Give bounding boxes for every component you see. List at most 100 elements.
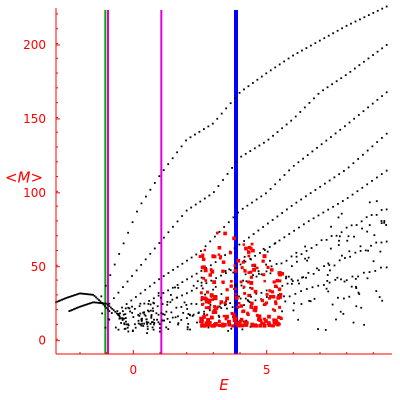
data-point [204, 245, 207, 248]
data-point [109, 274, 112, 277]
data-point [166, 303, 169, 306]
data-point [92, 301, 94, 304]
data-point [267, 138, 270, 141]
data-point [147, 309, 149, 312]
data-point [292, 164, 295, 167]
data-point [341, 27, 343, 30]
highlight-point [198, 255, 202, 258]
data-point [344, 257, 346, 259]
data-point [274, 183, 277, 186]
highlight-point [211, 298, 215, 301]
data-point [314, 42, 317, 45]
data-point [368, 224, 371, 226]
data-point [366, 183, 369, 186]
data-point [362, 271, 365, 274]
data-point [242, 320, 245, 323]
data-point [98, 299, 100, 301]
data-point [108, 302, 111, 305]
highlight-point [241, 260, 245, 264]
data-point [336, 276, 339, 279]
data-point [345, 24, 348, 27]
highlight-point [202, 277, 206, 280]
data-point [328, 179, 331, 182]
data-point [381, 136, 383, 139]
data-point [232, 216, 235, 219]
data-point [322, 89, 324, 92]
data-point [72, 294, 75, 297]
data-point [247, 300, 250, 303]
highlight-point [212, 309, 217, 313]
data-point [127, 330, 130, 333]
data-point [218, 230, 221, 233]
data-point [313, 297, 316, 300]
data-point [143, 302, 146, 305]
data-point [214, 285, 217, 288]
data-point [320, 239, 323, 242]
data-point [385, 5, 388, 8]
data-point [357, 291, 360, 294]
data-point [290, 205, 293, 207]
data-point [292, 54, 294, 57]
data-point [140, 202, 143, 205]
data-point [169, 294, 172, 296]
data-point [192, 284, 195, 287]
data-point [93, 295, 96, 297]
highlight-point [247, 250, 251, 254]
data-point [158, 278, 161, 281]
data-point [106, 303, 109, 306]
data-point [89, 302, 91, 305]
data-point [345, 226, 348, 229]
data-point [203, 197, 206, 200]
data-point [90, 293, 93, 296]
highlight-point [210, 324, 214, 328]
highlight-point [215, 231, 219, 235]
data-point [180, 319, 183, 321]
data-point [131, 221, 134, 224]
data-point [81, 304, 84, 307]
data-point [244, 297, 247, 300]
data-point [231, 306, 234, 309]
highlight-point [249, 305, 254, 309]
data-point [263, 249, 266, 251]
data-point [200, 276, 203, 279]
data-point [161, 303, 164, 305]
highlight-point [278, 305, 282, 309]
data-point [117, 312, 120, 315]
data-point [68, 310, 71, 313]
data-point [270, 265, 273, 268]
highlight-point [278, 293, 283, 297]
data-point [317, 269, 320, 272]
highlight-point [232, 316, 237, 321]
data-point [309, 300, 312, 303]
data-point [285, 208, 288, 211]
data-point [177, 315, 179, 318]
highlight-point [222, 314, 226, 318]
data-point [139, 312, 142, 315]
data-point [143, 311, 146, 314]
highlight-point [204, 323, 208, 327]
data-point [254, 299, 257, 302]
data-point [150, 314, 153, 316]
data-point [104, 284, 107, 287]
data-point [159, 327, 161, 329]
data-point [190, 206, 193, 209]
data-point [323, 265, 325, 268]
data-point [108, 310, 111, 313]
highlight-point [234, 292, 238, 296]
data-point [329, 269, 331, 272]
highlight-point [247, 293, 251, 298]
data-point [61, 298, 63, 301]
data-point [169, 301, 172, 304]
data-point [335, 80, 338, 83]
data-point [174, 286, 176, 289]
data-point [307, 220, 310, 223]
highlight-point [234, 295, 239, 300]
data-point [260, 273, 263, 276]
data-point [361, 227, 363, 230]
data-point [146, 332, 148, 335]
highlight-point [218, 256, 222, 260]
data-point [304, 245, 307, 248]
data-point [162, 169, 165, 171]
data-point [324, 329, 327, 331]
